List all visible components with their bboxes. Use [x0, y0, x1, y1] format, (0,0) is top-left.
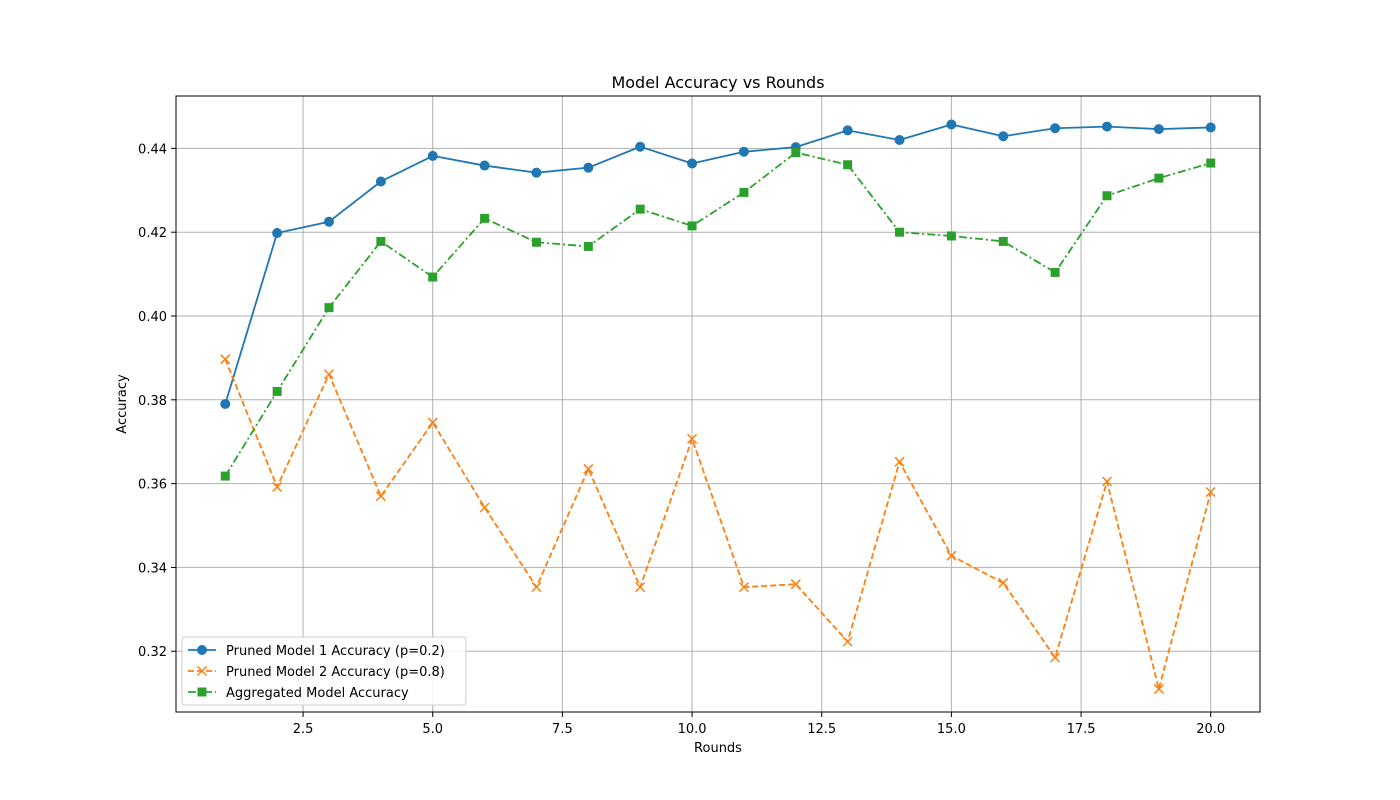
series-2-point	[479, 502, 490, 513]
series-1-point	[687, 158, 698, 169]
series-1-point	[1050, 123, 1061, 134]
series-2-point	[323, 369, 335, 380]
series-1-line	[224, 123, 1211, 405]
series-1-point	[375, 176, 386, 187]
series-2-point	[738, 582, 749, 593]
y-tick-label: 0.38	[138, 394, 167, 409]
series-2-point	[790, 579, 801, 590]
series-1-point	[1205, 122, 1216, 133]
series-3-point	[739, 187, 749, 197]
series-layer	[220, 119, 1216, 694]
series-3-point	[1206, 158, 1216, 168]
series-3-point	[480, 213, 490, 223]
series-1-point	[531, 167, 542, 178]
series-3-point	[843, 160, 853, 170]
y-tick-label: 0.36	[138, 478, 167, 493]
x-tick-label: 15.0	[937, 722, 966, 737]
y-tick-label: 0.42	[138, 226, 167, 241]
series-1-point	[1101, 121, 1112, 132]
series-1-point	[738, 146, 749, 157]
series-1-point	[946, 119, 957, 130]
x-tick-label: 5.0	[422, 722, 443, 737]
series-1-point	[427, 150, 438, 161]
series-2-point	[1101, 476, 1113, 487]
series-2-point	[272, 481, 283, 493]
ticks: 2.5 5.0 7.5 10.0 12.5 15.0 17.5 20.0 0.32 0.34 0.3…	[138, 142, 1225, 737]
legend-label: Pruned Model 2 Accuracy (p=0.8)	[226, 665, 445, 680]
series-3-point	[946, 231, 956, 241]
series-3-point	[998, 236, 1008, 246]
series-1-point	[1153, 124, 1164, 135]
series-3-point	[376, 236, 386, 246]
series-1-point	[479, 160, 490, 171]
series-3-point	[1102, 191, 1112, 201]
series-2-point	[1153, 683, 1164, 694]
series-3-point	[428, 272, 438, 282]
series-2-point	[635, 582, 646, 593]
series-3-point	[531, 237, 541, 247]
legend-marker	[197, 687, 207, 697]
series-1-point	[272, 228, 283, 239]
series-1-point	[842, 125, 853, 136]
series-3-point	[687, 221, 697, 231]
series-2-line	[224, 358, 1212, 690]
series-3-point	[272, 386, 282, 396]
legend-label: Aggregated Model Accuracy	[226, 686, 409, 701]
series-1-point	[324, 216, 335, 227]
series-3-point	[895, 227, 905, 237]
x-tick-label: 17.5	[1067, 722, 1096, 737]
series-2-point	[531, 582, 542, 593]
x-axis-title: Rounds	[694, 741, 742, 756]
legend-marker	[197, 645, 207, 655]
x-tick-label: 10.0	[678, 722, 707, 737]
legend-entry: Aggregated Model Accuracy	[188, 686, 409, 701]
y-tick-label: 0.34	[138, 561, 167, 576]
series-3-point	[220, 471, 230, 481]
series-1-point	[583, 162, 594, 173]
series-2	[220, 354, 1216, 694]
series-3-point	[635, 204, 645, 214]
series-2-point	[946, 550, 957, 561]
series-1-point	[894, 135, 905, 145]
legend-box	[181, 636, 467, 706]
y-tick-label: 0.40	[138, 310, 167, 325]
legend-entry: Pruned Model 1 Accuracy (p=0.2)	[188, 644, 445, 659]
legend: Pruned Model 1 Accuracy (p=0.2) Pruned Mo…	[181, 636, 467, 706]
series-3-point	[1050, 267, 1060, 277]
series-2-point	[583, 463, 594, 474]
series-3-line	[224, 151, 1211, 477]
y-axis-title: Accuracy	[115, 374, 130, 434]
series-2-point	[894, 456, 905, 467]
plot-frame	[175, 95, 1261, 713]
series-1	[220, 119, 1216, 409]
series-3-point	[1154, 173, 1164, 183]
series-1-point	[220, 399, 231, 409]
series-1-point	[998, 131, 1009, 142]
series-2-point	[375, 491, 386, 502]
x-tick-label: 20.0	[1196, 722, 1225, 737]
series-2-point	[1205, 486, 1216, 498]
chart-title: Model Accuracy vs Rounds	[611, 73, 824, 92]
legend-marker	[196, 665, 208, 677]
x-tick-label: 2.5	[293, 722, 314, 737]
series-2-point	[427, 417, 438, 428]
series-3-point	[324, 303, 334, 313]
series-1-point	[635, 141, 646, 152]
series-2-point	[220, 354, 231, 365]
series-3	[220, 148, 1216, 481]
y-tick-label: 0.32	[138, 645, 167, 660]
x-tick-label: 12.5	[807, 722, 836, 737]
x-tick-label: 7.5	[552, 722, 573, 737]
y-tick-label: 0.44	[138, 142, 167, 157]
series-2-point	[998, 577, 1009, 588]
series-2-point	[1050, 652, 1061, 663]
series-3-point	[791, 148, 801, 158]
legend-entry: Pruned Model 2 Accuracy (p=0.8)	[188, 665, 445, 680]
series-2-point	[687, 433, 698, 444]
series-2-point	[842, 636, 853, 647]
series-3-point	[583, 241, 593, 251]
legend-label: Pruned Model 1 Accuracy (p=0.2)	[226, 644, 445, 659]
